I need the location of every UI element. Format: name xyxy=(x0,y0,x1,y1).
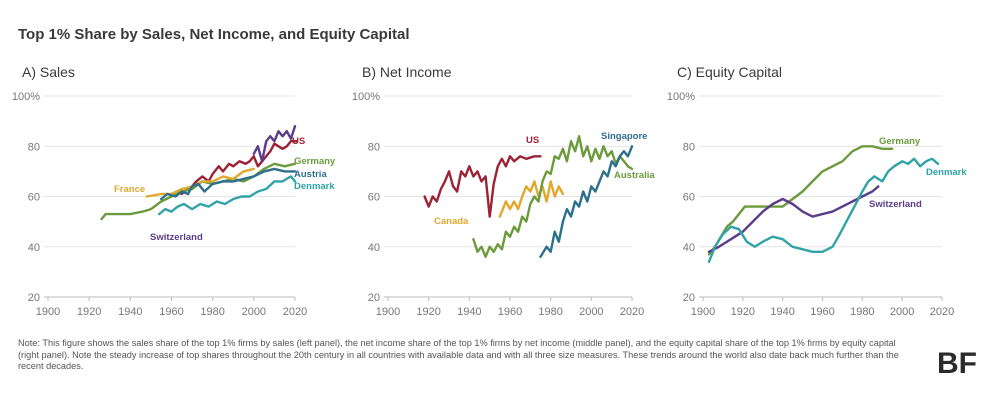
y-tick-label: 40 xyxy=(28,242,40,254)
series-label-us: US xyxy=(292,136,305,147)
x-tick-label: 1960 xyxy=(159,306,183,318)
series-line-france xyxy=(145,167,255,198)
series-line-canada xyxy=(498,180,565,218)
x-tick-label: 1980 xyxy=(538,306,562,318)
series-line-germany xyxy=(100,162,297,221)
series-line-switzerland xyxy=(252,125,297,163)
panel-title: A) Sales xyxy=(22,64,75,80)
series-line-switzerland xyxy=(707,185,880,253)
series-label-denmark: Denmark xyxy=(294,181,335,192)
x-tick-label: 2000 xyxy=(579,306,603,318)
x-tick-label: 1960 xyxy=(810,306,834,318)
panel-title: B) Net Income xyxy=(362,64,452,80)
panel-net-income: B) Net Income 20 40 60 80 100% 1900 1920 1940 196… xyxy=(352,64,656,318)
y-tick-label: 20 xyxy=(28,292,40,304)
bf-logo: BF xyxy=(935,345,979,384)
series-line-denmark xyxy=(707,157,940,263)
y-tick-label: 100% xyxy=(352,91,380,103)
x-tick-label: 2000 xyxy=(242,306,266,318)
series-label-us: US xyxy=(526,135,539,146)
panel-title: C) Equity Capital xyxy=(677,64,782,80)
x-tick-label: 2020 xyxy=(620,306,644,318)
x-tick-label: 1900 xyxy=(691,306,715,318)
y-tick-label: 80 xyxy=(28,141,40,153)
figure-note: Note: This figure shows the sales share … xyxy=(18,338,899,372)
y-tick-label: 20 xyxy=(368,292,380,304)
series-line-denmark xyxy=(158,175,297,216)
logo-text: BF xyxy=(937,347,977,379)
y-tick-label: 100% xyxy=(12,91,40,103)
x-tick-label: 2020 xyxy=(930,306,954,318)
series-label-australia: Australia xyxy=(614,170,655,181)
series-label-france: France xyxy=(114,184,145,195)
series-line-germany xyxy=(707,145,894,256)
series-label-germany: Germany xyxy=(879,136,921,147)
x-tick-label: 1900 xyxy=(376,306,400,318)
x-tick-label: 1920 xyxy=(416,306,440,318)
x-tick-label: 1940 xyxy=(770,306,794,318)
series-line-australia xyxy=(472,135,634,258)
y-tick-label: 40 xyxy=(368,242,380,254)
series-label-austria: Austria xyxy=(294,169,327,180)
series-line-austria xyxy=(160,167,297,201)
x-tick-label: 1980 xyxy=(200,306,224,318)
chart-area: A) Sales 20 40 60 80 100% 1900 1920 1940 1960 1980… xyxy=(12,64,968,318)
x-tick-label: 1940 xyxy=(118,306,142,318)
y-tick-label: 40 xyxy=(683,242,695,254)
series-label-singapore: Singapore xyxy=(601,131,647,142)
x-tick-label: 1960 xyxy=(498,306,522,318)
series-label-switzerland: Switzerland xyxy=(150,232,203,243)
y-tick-label: 20 xyxy=(683,292,695,304)
y-tick-label: 60 xyxy=(28,192,40,204)
x-tick-label: 1920 xyxy=(731,306,755,318)
x-tick-label: 1980 xyxy=(850,306,874,318)
series-line-singapore xyxy=(539,145,634,258)
y-tick-label: 80 xyxy=(368,141,380,153)
figure-title: Top 1% Share by Sales, Net Income, and E… xyxy=(18,26,410,43)
y-tick-label: 60 xyxy=(368,192,380,204)
y-tick-label: 100% xyxy=(667,91,695,103)
y-tick-label: 80 xyxy=(683,141,695,153)
panel-sales: A) Sales 20 40 60 80 100% 1900 1920 1940 1960 1980… xyxy=(12,64,336,318)
series-label-denmark: Denmark xyxy=(926,167,967,178)
y-tick-label: 60 xyxy=(683,192,695,204)
x-tick-label: 2000 xyxy=(890,306,914,318)
series-label-switzerland: Switzerland xyxy=(869,199,922,210)
x-tick-label: 1900 xyxy=(36,306,60,318)
series-label-canada: Canada xyxy=(434,216,469,227)
panel-equity-capital: C) Equity Capital 20 40 60 80 100% 1900 1920 194… xyxy=(667,64,968,318)
x-tick-label: 1920 xyxy=(77,306,101,318)
x-tick-label: 1940 xyxy=(457,306,481,318)
series-label-germany: Germany xyxy=(294,156,336,167)
series-line-us xyxy=(423,155,542,218)
x-tick-label: 2020 xyxy=(283,306,307,318)
